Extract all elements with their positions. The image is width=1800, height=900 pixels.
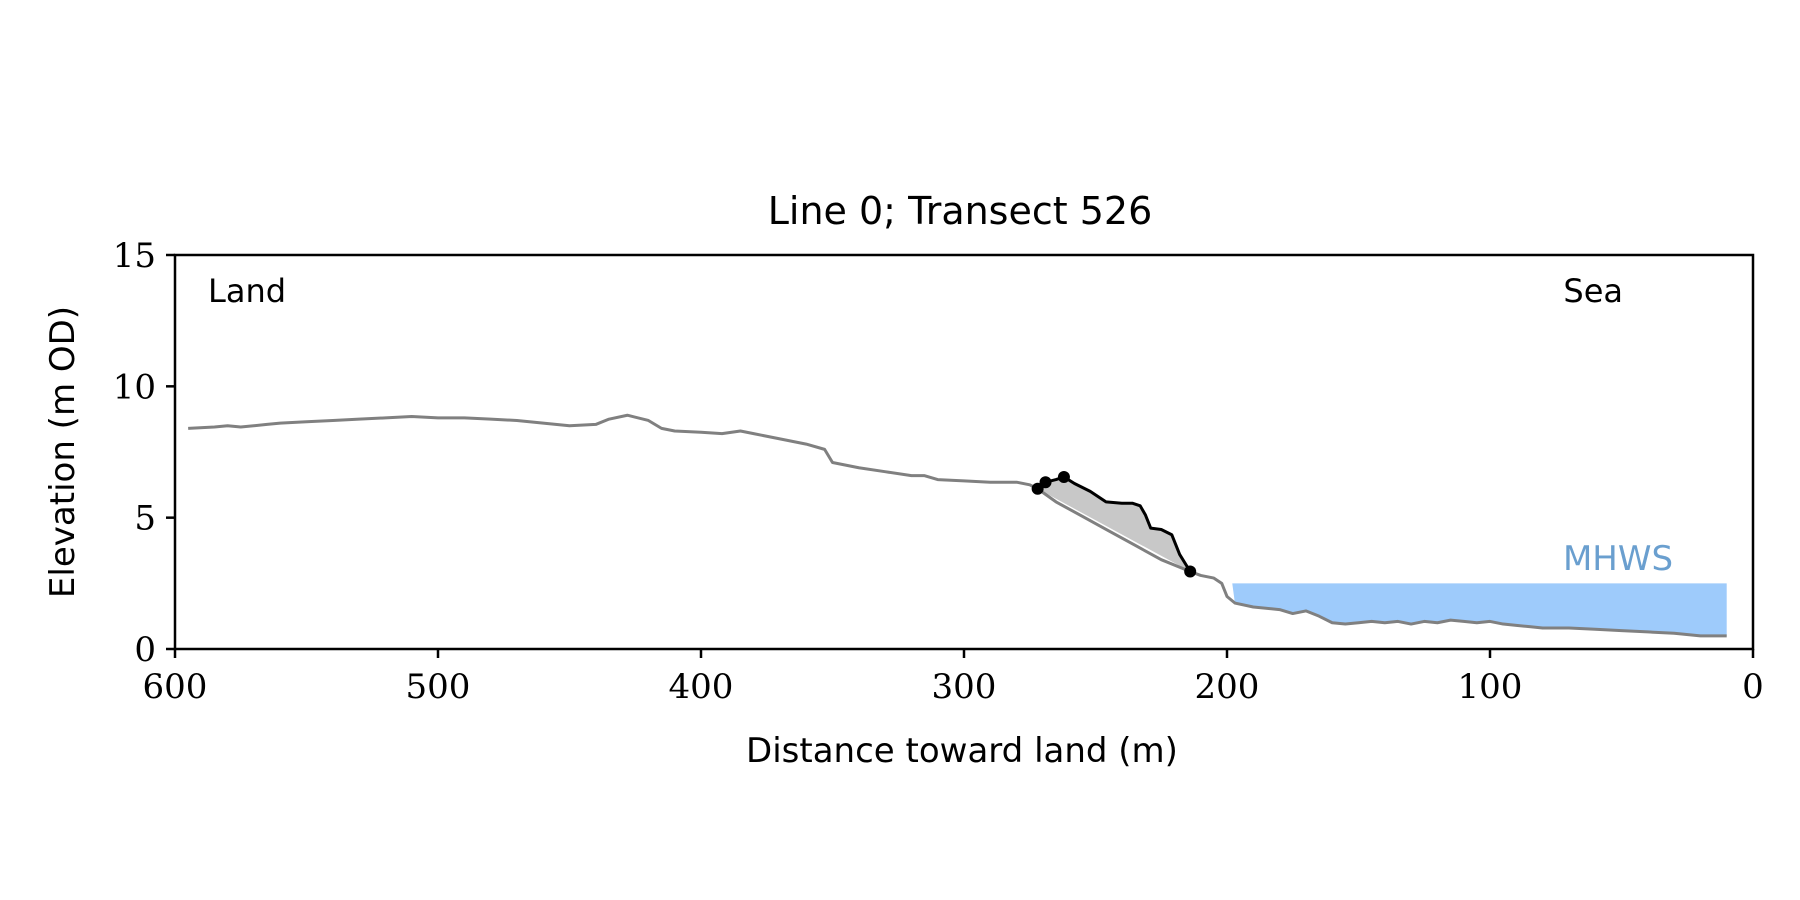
x-tick-label: 0 — [1742, 667, 1764, 707]
y-tick-label: 15 — [113, 236, 156, 276]
profile-point — [1057, 470, 1070, 483]
x-tick-label: 200 — [1195, 667, 1260, 707]
x-axis-label: Distance toward land (m) — [746, 731, 1178, 771]
sea-label: Sea — [1563, 272, 1623, 310]
x-tick-label: 100 — [1458, 667, 1523, 707]
x-axis: 600 500 400 300 200 100 0 — [143, 649, 1764, 707]
y-tick-label: 5 — [134, 499, 156, 539]
y-axis: 0 5 10 15 — [113, 236, 175, 670]
y-tick-label: 0 — [134, 630, 156, 670]
x-tick-label: 500 — [406, 667, 471, 707]
land-label: Land — [208, 272, 286, 310]
profile-point — [1039, 476, 1052, 489]
y-tick-label: 10 — [113, 367, 156, 407]
x-tick-label: 400 — [669, 667, 734, 707]
y-axis-label: Elevation (m OD) — [43, 306, 83, 598]
cliff-area-fill — [1037, 476, 1191, 572]
profile-point — [1184, 565, 1197, 578]
profile-point — [1031, 482, 1044, 495]
x-tick-label: 600 — [143, 667, 208, 707]
plot-area — [188, 413, 1727, 638]
mhws-label: MHWS — [1563, 539, 1673, 579]
x-tick-label: 300 — [932, 667, 997, 707]
chart-title: Line 0; Transect 526 — [768, 189, 1153, 233]
